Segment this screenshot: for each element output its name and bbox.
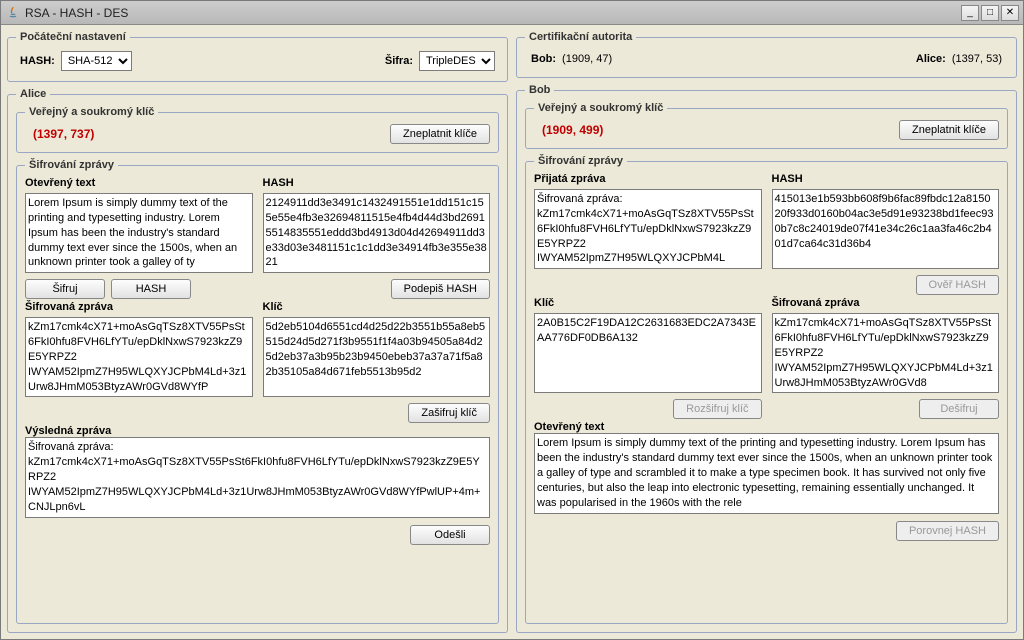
alice-final-label: Výsledná zpráva <box>25 425 111 437</box>
maximize-button[interactable]: □ <box>981 5 999 21</box>
bob-dec-button[interactable]: Dešifruj <box>919 399 999 419</box>
java-icon <box>5 5 21 21</box>
content-area: Počáteční nastavení HASH: SHA-512 Šifra:… <box>1 25 1023 639</box>
ca-bob-value: (1909, 47) <box>562 53 612 65</box>
bob-keys-group: Veřejný a soukromý klíč (1909, 499) Znep… <box>525 102 1008 149</box>
alice-invalidate-button[interactable]: Zneplatnit klíče <box>390 124 490 144</box>
bob-open-text[interactable] <box>534 433 999 513</box>
bob-key-label: Klíč <box>534 297 762 309</box>
hash-label: HASH: <box>20 55 55 67</box>
right-column: Certifikační autorita Bob: (1909, 47) Al… <box>516 31 1017 633</box>
alice-send-button[interactable]: Odešli <box>410 525 490 545</box>
main-window: RSA - HASH - DES _ □ ✕ Počáteční nastave… <box>0 0 1024 640</box>
bob-hash-text[interactable] <box>772 189 1000 269</box>
bob-group: Bob Veřejný a soukromý klíč (1909, 499) … <box>516 84 1017 633</box>
left-column: Počáteční nastavení HASH: SHA-512 Šifra:… <box>7 31 508 633</box>
bob-encrypt-legend: Šifrování zprávy <box>534 155 627 167</box>
alice-key-text[interactable] <box>263 317 491 397</box>
bob-invalidate-button[interactable]: Zneplatnit klíče <box>899 120 999 140</box>
titlebar: RSA - HASH - DES _ □ ✕ <box>1 1 1023 25</box>
bob-recv-label: Přijatá zpráva <box>534 173 762 185</box>
alice-hash-text[interactable] <box>263 193 491 273</box>
bob-open-label: Otevřený text <box>534 421 604 433</box>
ca-group: Certifikační autorita Bob: (1909, 47) Al… <box>516 31 1017 78</box>
initial-settings-group: Počáteční nastavení HASH: SHA-512 Šifra:… <box>7 31 508 82</box>
ca-bob-label: Bob: <box>531 53 556 65</box>
bob-cipher-text[interactable] <box>772 313 1000 393</box>
bob-verify-button[interactable]: Ověř HASH <box>916 275 999 295</box>
initial-settings-legend: Počáteční nastavení <box>16 31 130 43</box>
bob-cipher-label: Šifrovaná zpráva <box>772 297 1000 309</box>
alice-cipher-text[interactable] <box>25 317 253 397</box>
close-button[interactable]: ✕ <box>1001 5 1019 21</box>
alice-keys-value: (1397, 737) <box>25 127 94 141</box>
alice-final-text[interactable] <box>25 437 490 517</box>
bob-key-text[interactable] <box>534 313 762 393</box>
bob-compare-button[interactable]: Porovnej HASH <box>896 521 999 541</box>
ca-legend: Certifikační autorita <box>525 31 636 43</box>
window-controls: _ □ ✕ <box>961 5 1019 21</box>
alice-keys-legend: Veřejný a soukromý klíč <box>25 106 158 118</box>
alice-open-text[interactable] <box>25 193 253 273</box>
alice-legend: Alice <box>16 88 50 100</box>
alice-hash-label: HASH <box>263 177 491 189</box>
alice-encrypt-button[interactable]: Šifruj <box>25 279 105 299</box>
bob-encrypt-group: Šifrování zprávy Přijatá zpráva HASH Ově… <box>525 155 1008 624</box>
ca-alice-label: Alice: <box>916 53 946 65</box>
ca-alice-value: (1397, 53) <box>952 53 1002 65</box>
window-title: RSA - HASH - DES <box>25 6 961 20</box>
alice-hash-button[interactable]: HASH <box>111 279 191 299</box>
alice-open-label: Otevřený text <box>25 177 253 189</box>
alice-encrypt-group: Šifrování zprávy Otevřený text Šifruj HA… <box>16 159 499 624</box>
bob-deckey-button[interactable]: Rozšifruj klíč <box>673 399 761 419</box>
alice-key-label: Klíč <box>263 301 491 313</box>
cipher-select[interactable]: TripleDES <box>419 51 495 71</box>
minimize-button[interactable]: _ <box>961 5 979 21</box>
bob-keys-value: (1909, 499) <box>534 123 603 137</box>
bob-recv-text[interactable] <box>534 189 762 269</box>
alice-encrypt-legend: Šifrování zprávy <box>25 159 118 171</box>
alice-keys-group: Veřejný a soukromý klíč (1397, 737) Znep… <box>16 106 499 153</box>
alice-enckey-button[interactable]: Zašifruj klíč <box>408 403 490 423</box>
bob-legend: Bob <box>525 84 554 96</box>
cipher-label: Šifra: <box>385 55 413 67</box>
bob-hash-label: HASH <box>772 173 1000 185</box>
alice-cipher-label: Šifrovaná zpráva <box>25 301 253 313</box>
bob-keys-legend: Veřejný a soukromý klíč <box>534 102 667 114</box>
hash-select[interactable]: SHA-512 <box>61 51 132 71</box>
alice-sign-button[interactable]: Podepiš HASH <box>391 279 490 299</box>
alice-group: Alice Veřejný a soukromý klíč (1397, 737… <box>7 88 508 633</box>
